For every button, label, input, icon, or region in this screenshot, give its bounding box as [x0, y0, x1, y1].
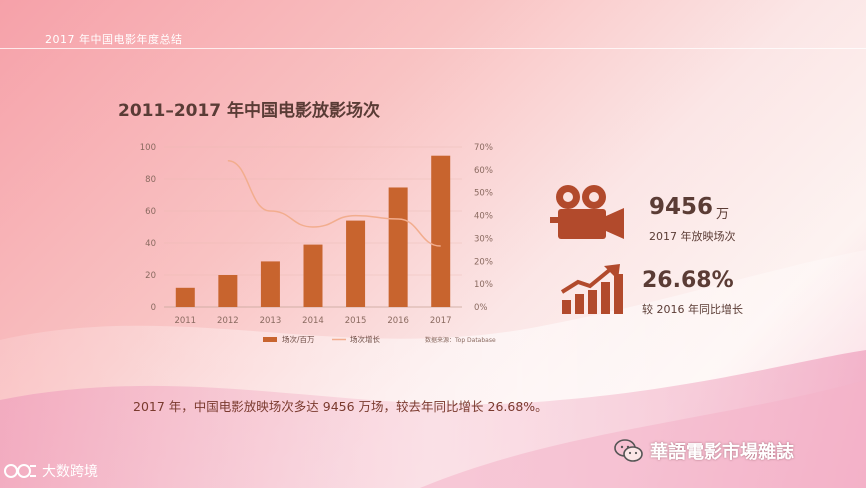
- bar-2017: [431, 155, 451, 307]
- logo-watermark-text: 大数跨境: [42, 464, 98, 480]
- y2-tick-label: 30%: [474, 234, 493, 244]
- y2-tick-label: 70%: [474, 143, 493, 153]
- logo-icon: [4, 464, 36, 478]
- logo-watermark: 大数跨境: [4, 458, 98, 484]
- y-tick-label: 20: [145, 271, 156, 281]
- legend-label-line: 场次增长: [350, 334, 380, 344]
- x-tick-label: 2014: [302, 316, 324, 326]
- growth-line: [227, 159, 441, 247]
- x-tick-label: 2015: [345, 316, 367, 326]
- kpi-growth-value: 26.68%: [642, 268, 734, 293]
- chart-title: 2011–2017 年中国电影放影场次: [118, 101, 381, 121]
- bar-2011: [175, 287, 195, 307]
- x-tick-label: 2016: [387, 316, 409, 326]
- growth-chart-icon: [560, 264, 623, 314]
- wechat-icon: [614, 439, 643, 462]
- y-tick-label: 0: [151, 303, 156, 313]
- x-tick-label: 2013: [260, 316, 282, 326]
- y2-tick-label: 10%: [474, 280, 493, 290]
- summary-text: 2017 年，中国电影放映场次多达 9456 万场，较去年同比增长 26.68%…: [133, 399, 548, 414]
- header-title: 2017 年中国电影年度总结: [45, 33, 183, 46]
- y2-tick-label: 60%: [474, 166, 493, 176]
- legend-label-bars: 场次/百万: [282, 334, 315, 344]
- bar-2015: [346, 220, 366, 307]
- kpi-screenings-value: 9456: [649, 194, 714, 220]
- bar-2012: [218, 275, 238, 307]
- bar-2013: [260, 261, 280, 307]
- y-tick-label: 40: [145, 239, 156, 249]
- kpi-screenings-label: 2017 年放映场次: [649, 230, 736, 243]
- wechat-watermark: 華語電影市場雜誌: [614, 436, 794, 466]
- wechat-watermark-text: 華語電影市場雜誌: [650, 442, 794, 463]
- x-tick-label: 2011: [174, 316, 196, 326]
- y2-tick-label: 40%: [474, 212, 493, 222]
- y2-tick-label: 50%: [474, 189, 493, 199]
- bar-2014: [303, 244, 323, 307]
- bar-2016: [388, 187, 408, 307]
- legend-swatch-bars: [263, 337, 277, 342]
- movie-camera-icon: [550, 185, 624, 239]
- source-note: 数据来源：Top Database: [425, 336, 496, 344]
- kpi-screenings-unit: 万: [716, 207, 730, 222]
- header-bar: 2017 年中国电影年度总结: [0, 0, 866, 49]
- kpi-growth-label: 较 2016 年同比增长: [642, 303, 743, 316]
- x-tick-label: 2012: [217, 316, 239, 326]
- y2-tick-label: 20%: [474, 257, 493, 267]
- y2-tick-label: 0%: [474, 303, 488, 313]
- x-tick-label: 2017: [430, 316, 452, 326]
- y-tick-label: 60: [145, 207, 156, 217]
- y-tick-label: 80: [145, 175, 156, 185]
- header-divider: [0, 48, 866, 49]
- y-tick-label: 100: [140, 143, 156, 153]
